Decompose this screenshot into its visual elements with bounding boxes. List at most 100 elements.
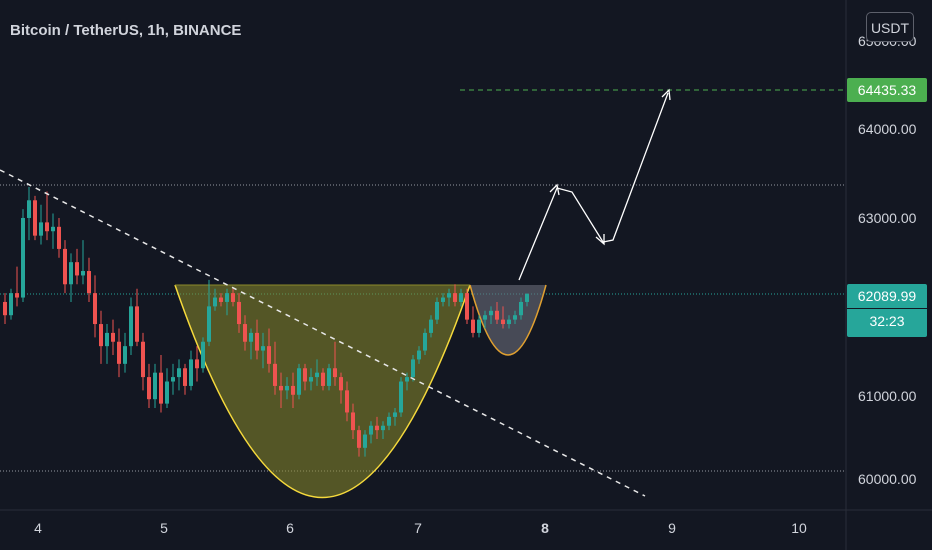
candle-down bbox=[273, 363, 277, 386]
candle-up bbox=[69, 262, 73, 285]
cup-pattern-outline bbox=[174, 284, 471, 498]
candles-group bbox=[3, 187, 529, 457]
candle-up bbox=[309, 377, 313, 382]
candle-up bbox=[387, 416, 391, 426]
candle-down bbox=[135, 306, 139, 342]
x-tick-9: 9 bbox=[668, 520, 676, 536]
candle-up bbox=[429, 319, 433, 333]
candle-down bbox=[279, 385, 283, 391]
candle-up bbox=[411, 359, 415, 378]
candle-down bbox=[453, 293, 457, 302]
candle-up bbox=[513, 315, 517, 320]
bar-countdown: 32:23 bbox=[847, 309, 927, 337]
currency-button[interactable]: USDT bbox=[866, 12, 914, 42]
candle-down bbox=[321, 372, 325, 386]
candle-down bbox=[219, 297, 223, 302]
candle-up bbox=[201, 341, 205, 369]
candle-up bbox=[477, 319, 481, 333]
candle-down bbox=[99, 324, 103, 347]
candle-down bbox=[231, 293, 235, 302]
candle-up bbox=[393, 412, 397, 417]
projection-path bbox=[518, 92, 669, 281]
candle-up bbox=[21, 217, 25, 298]
candle-down bbox=[501, 319, 505, 325]
arrow-head-up-2 bbox=[661, 88, 671, 101]
candle-up bbox=[363, 434, 367, 448]
candle-up bbox=[27, 200, 31, 218]
x-tick-10: 10 bbox=[791, 520, 807, 536]
candle-down bbox=[291, 385, 295, 395]
x-tick-4: 4 bbox=[34, 520, 42, 536]
candle-up bbox=[483, 315, 487, 320]
candle-down bbox=[63, 248, 67, 285]
symbol-title[interactable]: Bitcoin / TetherUS, 1h, BINANCE bbox=[10, 22, 242, 39]
candle-down bbox=[267, 346, 271, 364]
handle-pattern-outline bbox=[469, 284, 547, 356]
candle-up bbox=[327, 368, 331, 386]
candle-down bbox=[471, 319, 475, 333]
candle-down bbox=[33, 200, 37, 236]
current-price-tag: 62089.99 bbox=[847, 284, 927, 308]
candle-down bbox=[375, 425, 379, 431]
candle-down bbox=[3, 301, 7, 316]
candle-up bbox=[165, 381, 169, 404]
candle-up bbox=[519, 301, 523, 316]
candle-up bbox=[507, 319, 511, 325]
candle-down bbox=[195, 359, 199, 369]
target-price-tag: 64435.33 bbox=[847, 78, 927, 102]
candle-down bbox=[237, 301, 241, 325]
candle-down bbox=[45, 222, 49, 232]
candle-down bbox=[117, 341, 121, 364]
candle-up bbox=[369, 425, 373, 435]
candle-up bbox=[285, 385, 289, 391]
candle-down bbox=[147, 377, 151, 400]
candle-up bbox=[417, 350, 421, 360]
candle-up bbox=[297, 368, 301, 395]
x-tick-8: 8 bbox=[541, 520, 549, 536]
candle-up bbox=[423, 332, 427, 351]
candle-up bbox=[399, 381, 403, 413]
candle-up bbox=[9, 293, 13, 316]
candle-up bbox=[441, 297, 445, 302]
candle-down bbox=[351, 412, 355, 431]
candle-down bbox=[183, 368, 187, 386]
candle-up bbox=[189, 359, 193, 386]
candle-up bbox=[177, 368, 181, 378]
candle-down bbox=[15, 293, 19, 298]
candle-down bbox=[159, 372, 163, 404]
x-tick-5: 5 bbox=[160, 520, 168, 536]
x-tick-7: 7 bbox=[414, 520, 422, 536]
candle-up bbox=[261, 346, 265, 351]
candle-down bbox=[141, 341, 145, 378]
candle-down bbox=[345, 390, 349, 413]
candle-up bbox=[123, 346, 127, 364]
x-tick-6: 6 bbox=[286, 520, 294, 536]
downtrend-line bbox=[0, 169, 646, 497]
y-tick-63000: 63000.00 bbox=[858, 210, 917, 226]
candle-up bbox=[171, 377, 175, 382]
candle-up bbox=[381, 425, 385, 431]
candle-down bbox=[303, 368, 307, 382]
candle-up bbox=[489, 310, 493, 316]
candle-down bbox=[357, 430, 361, 448]
candle-up bbox=[225, 293, 229, 302]
candle-down bbox=[333, 368, 337, 378]
arrow-head-down bbox=[595, 234, 605, 246]
candle-up bbox=[447, 293, 451, 298]
candle-up bbox=[81, 271, 85, 276]
candle-up bbox=[39, 222, 43, 236]
candle-up bbox=[315, 372, 319, 378]
candle-up bbox=[207, 306, 211, 342]
candle-up bbox=[459, 293, 463, 302]
y-tick-64000: 64000.00 bbox=[858, 121, 917, 137]
candle-up bbox=[405, 377, 409, 382]
candle-down bbox=[495, 310, 499, 320]
arrow-head-up-1 bbox=[549, 183, 560, 196]
candle-down bbox=[465, 293, 469, 320]
y-tick-60000: 60000.00 bbox=[858, 471, 917, 487]
candle-down bbox=[255, 332, 259, 351]
candle-down bbox=[111, 332, 115, 342]
candle-down bbox=[243, 324, 247, 342]
